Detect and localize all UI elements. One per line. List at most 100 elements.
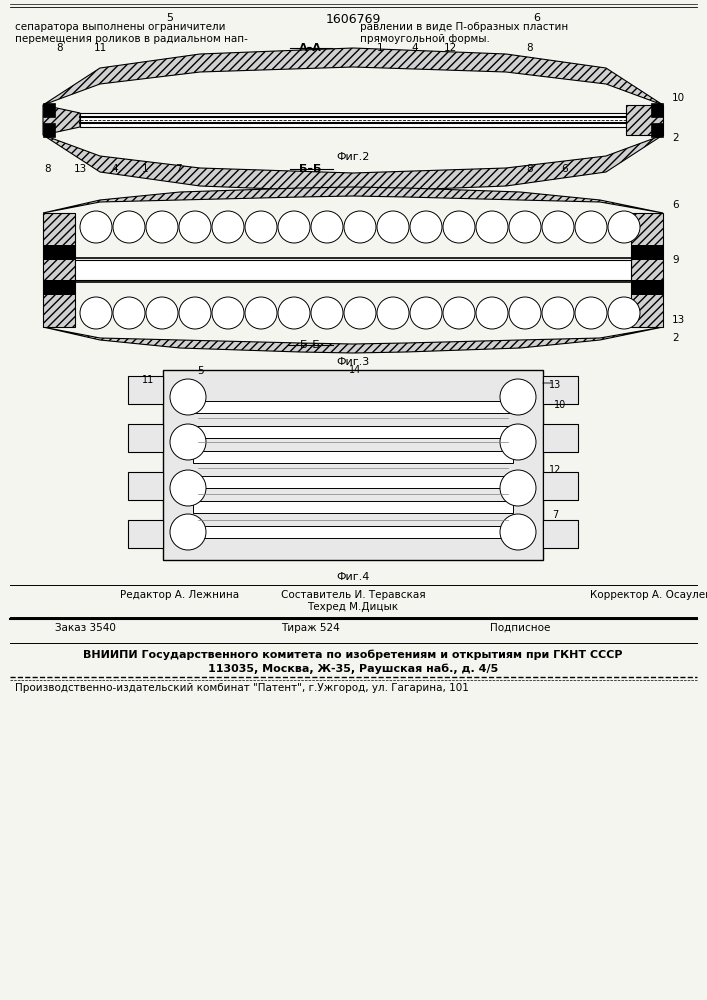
Text: 8: 8 (527, 43, 533, 53)
Circle shape (170, 514, 206, 550)
Text: А–А: А–А (298, 43, 322, 53)
FancyBboxPatch shape (163, 370, 543, 560)
Circle shape (443, 211, 475, 243)
Circle shape (500, 470, 536, 506)
Text: 2: 2 (672, 133, 679, 143)
Polygon shape (543, 424, 578, 452)
Text: 7: 7 (175, 164, 181, 174)
Circle shape (170, 470, 206, 506)
Text: Тираж 524: Тираж 524 (281, 623, 339, 633)
Polygon shape (193, 501, 513, 513)
Circle shape (146, 297, 178, 329)
Circle shape (575, 297, 607, 329)
Circle shape (245, 211, 277, 243)
Circle shape (377, 211, 409, 243)
Polygon shape (543, 376, 578, 404)
Text: 6: 6 (561, 164, 568, 174)
Polygon shape (193, 426, 513, 438)
Text: Б–Б: Б–Б (299, 164, 321, 174)
Text: 10: 10 (672, 93, 685, 103)
Circle shape (80, 297, 112, 329)
Circle shape (212, 211, 244, 243)
Circle shape (377, 297, 409, 329)
Text: 11: 11 (142, 375, 154, 385)
Circle shape (170, 424, 206, 460)
Polygon shape (128, 424, 163, 452)
Polygon shape (43, 245, 75, 260)
Circle shape (476, 211, 508, 243)
Circle shape (113, 297, 145, 329)
Polygon shape (626, 105, 663, 135)
Text: 7: 7 (552, 510, 558, 520)
Circle shape (608, 211, 640, 243)
Text: 8: 8 (57, 43, 64, 53)
Polygon shape (43, 280, 75, 295)
Text: ВНИИПИ Государственного комитета по изобретениям и открытиям при ГКНТ СССР: ВНИИПИ Государственного комитета по изоб… (83, 649, 623, 660)
Text: Подписное: Подписное (490, 623, 550, 633)
Text: 9: 9 (672, 255, 679, 265)
Circle shape (500, 424, 536, 460)
Text: Фиг.4: Фиг.4 (337, 572, 370, 582)
Text: 113035, Москва, Ж-35, Раушская наб., д. 4/5: 113035, Москва, Ж-35, Раушская наб., д. … (208, 663, 498, 674)
Text: 6: 6 (672, 200, 679, 210)
Text: 1606769: 1606769 (325, 13, 380, 26)
Circle shape (443, 297, 475, 329)
Polygon shape (128, 520, 163, 548)
Circle shape (212, 297, 244, 329)
Polygon shape (543, 520, 578, 548)
Circle shape (245, 297, 277, 329)
Text: 8: 8 (527, 164, 533, 174)
Circle shape (179, 297, 211, 329)
Circle shape (608, 297, 640, 329)
Polygon shape (43, 123, 55, 137)
Text: равлении в виде П-образных пластин
прямоугольной формы.: равлении в виде П-образных пластин прямо… (360, 22, 568, 44)
Text: 4: 4 (411, 43, 419, 53)
Text: 13: 13 (74, 164, 87, 174)
Polygon shape (128, 472, 163, 500)
Text: Редактор А. Лежнина: Редактор А. Лежнина (120, 590, 239, 600)
Polygon shape (75, 260, 631, 280)
Circle shape (278, 297, 310, 329)
Text: 10: 10 (554, 400, 566, 410)
Text: 13: 13 (672, 315, 685, 325)
Circle shape (113, 211, 145, 243)
Text: 2: 2 (672, 333, 679, 343)
Polygon shape (193, 526, 513, 538)
Text: Заказ 3540: Заказ 3540 (55, 623, 116, 633)
Circle shape (509, 297, 541, 329)
Polygon shape (80, 113, 626, 127)
Circle shape (344, 211, 376, 243)
Circle shape (575, 211, 607, 243)
Text: 4: 4 (112, 164, 118, 174)
Circle shape (170, 379, 206, 415)
Polygon shape (43, 48, 663, 105)
Polygon shape (43, 327, 663, 353)
Polygon shape (543, 472, 578, 500)
Circle shape (500, 379, 536, 415)
Circle shape (476, 297, 508, 329)
Text: 1: 1 (377, 43, 383, 53)
Polygon shape (193, 476, 513, 488)
Polygon shape (651, 103, 663, 117)
Circle shape (500, 514, 536, 550)
Text: Фиг.2: Фиг.2 (337, 152, 370, 162)
Polygon shape (631, 280, 663, 295)
Text: 14: 14 (349, 365, 361, 375)
Text: 8: 8 (45, 164, 52, 174)
Polygon shape (631, 213, 663, 327)
Polygon shape (193, 401, 513, 413)
Text: Б–Б: Б–Б (300, 340, 320, 350)
Text: 12: 12 (549, 465, 561, 475)
Circle shape (146, 211, 178, 243)
Text: 5: 5 (167, 13, 173, 23)
Polygon shape (43, 103, 55, 117)
Text: 1: 1 (141, 164, 148, 174)
Polygon shape (651, 123, 663, 137)
Polygon shape (43, 135, 663, 192)
Circle shape (410, 297, 442, 329)
Text: 12: 12 (443, 43, 457, 53)
Polygon shape (128, 376, 163, 404)
Circle shape (344, 297, 376, 329)
Text: сепаратора выполнены ограничители
перемещения роликов в радиальном нап-: сепаратора выполнены ограничители переме… (15, 22, 248, 44)
Polygon shape (43, 187, 663, 213)
